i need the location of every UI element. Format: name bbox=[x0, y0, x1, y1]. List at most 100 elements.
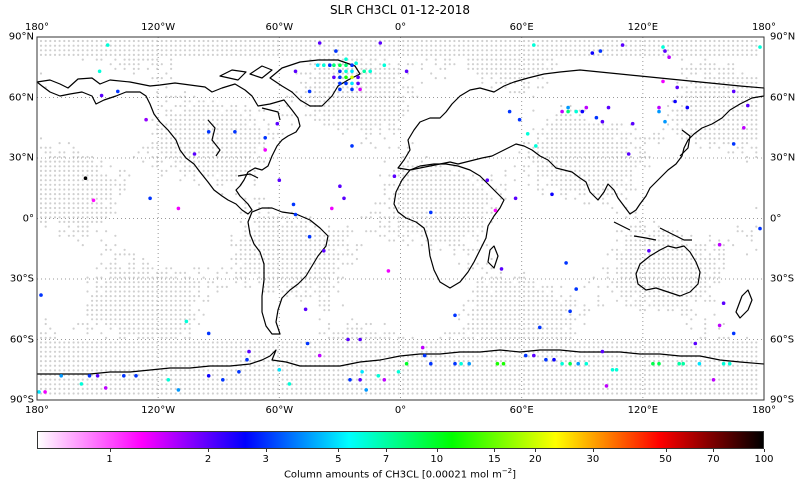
data-point bbox=[43, 390, 47, 394]
data-point bbox=[362, 69, 367, 74]
data-point bbox=[105, 43, 110, 47]
data-point bbox=[382, 63, 387, 67]
data-point bbox=[721, 361, 726, 366]
data-point bbox=[275, 121, 280, 126]
data-point bbox=[166, 378, 171, 382]
data-point bbox=[356, 81, 360, 86]
colorbar-tick-mark bbox=[265, 449, 267, 452]
data-point bbox=[99, 93, 104, 98]
data-point bbox=[396, 370, 401, 374]
data-point bbox=[663, 119, 667, 124]
data-point bbox=[574, 287, 578, 291]
colorbar-tick-mark bbox=[436, 449, 438, 452]
y-tick-label: 60°S bbox=[9, 334, 34, 345]
data-point bbox=[667, 55, 671, 59]
colorbar-tick-mark bbox=[764, 449, 765, 452]
data-point bbox=[350, 81, 354, 86]
data-point bbox=[176, 206, 181, 211]
data-point bbox=[305, 341, 310, 346]
data-point bbox=[525, 132, 530, 136]
data-point bbox=[604, 384, 609, 388]
data-point bbox=[507, 109, 512, 114]
colorbar-tick-mark bbox=[665, 449, 667, 452]
colorbar-tick-label: 50 bbox=[659, 454, 672, 465]
data-point bbox=[501, 361, 506, 366]
data-point bbox=[610, 368, 615, 372]
data-point bbox=[758, 45, 762, 49]
y-tick-label: 90°S bbox=[9, 394, 34, 406]
data-point bbox=[350, 69, 354, 74]
data-point bbox=[330, 206, 334, 211]
data-point bbox=[122, 374, 126, 378]
x-tick-label: 0° bbox=[394, 405, 407, 416]
colorbar-tick-label: 30 bbox=[586, 454, 600, 465]
data-point bbox=[59, 374, 63, 378]
data-point bbox=[568, 361, 572, 366]
x-tick-label: 60°E bbox=[509, 405, 534, 416]
data-point bbox=[233, 130, 237, 134]
data-point bbox=[693, 341, 698, 346]
data-point bbox=[277, 178, 282, 182]
data-point bbox=[344, 69, 348, 74]
colorbar-tick-mark bbox=[109, 449, 111, 452]
y-tick-label: 60°S bbox=[770, 334, 795, 345]
x-tick-label: 120°E bbox=[627, 22, 659, 33]
colorbar-tick-mark bbox=[338, 449, 340, 452]
data-point bbox=[307, 89, 312, 94]
data-point bbox=[344, 75, 348, 80]
data-point bbox=[348, 378, 352, 382]
data-point bbox=[134, 374, 138, 378]
data-point bbox=[206, 130, 211, 134]
data-point bbox=[584, 105, 589, 110]
data-point bbox=[307, 234, 312, 239]
data-point bbox=[717, 323, 722, 328]
data-point bbox=[429, 361, 433, 366]
data-point bbox=[350, 75, 354, 80]
data-point bbox=[346, 337, 350, 342]
y-tick-label: 90°N bbox=[8, 31, 34, 43]
y-tick-label: 90°S bbox=[770, 394, 795, 406]
data-point bbox=[544, 357, 548, 362]
colorbar-tick-mark bbox=[494, 449, 496, 452]
data-point bbox=[453, 313, 457, 318]
data-point bbox=[37, 390, 41, 394]
data-point bbox=[564, 261, 568, 265]
y-tick-label: 30°S bbox=[9, 273, 34, 285]
y-tick-label: 90°N bbox=[770, 31, 796, 43]
data-point bbox=[334, 49, 338, 53]
data-point bbox=[392, 174, 397, 178]
colorbar-tick-mark bbox=[208, 449, 210, 452]
data-point bbox=[420, 345, 425, 350]
data-point bbox=[459, 361, 463, 366]
data-point bbox=[675, 85, 679, 90]
data-point bbox=[566, 109, 570, 114]
data-point bbox=[206, 374, 211, 378]
colorbar-tick-mark bbox=[713, 449, 715, 452]
data-point bbox=[742, 126, 746, 130]
data-point bbox=[576, 361, 580, 366]
data-point bbox=[317, 41, 322, 45]
data-point bbox=[532, 353, 536, 358]
y-tick-label: 30°N bbox=[770, 152, 796, 164]
x-tick-label: 120°E bbox=[627, 405, 659, 416]
data-point bbox=[386, 269, 391, 273]
data-point bbox=[580, 109, 585, 114]
y-tick-label: 30°S bbox=[770, 273, 795, 285]
data-point bbox=[263, 136, 268, 140]
data-point bbox=[97, 69, 102, 74]
data-point bbox=[453, 361, 457, 366]
data-point bbox=[626, 152, 631, 156]
data-point bbox=[663, 49, 667, 53]
data-point bbox=[315, 63, 320, 67]
data-point bbox=[731, 89, 736, 94]
data-point bbox=[661, 79, 665, 84]
data-point bbox=[247, 349, 251, 354]
data-point bbox=[338, 69, 342, 74]
data-point bbox=[144, 117, 148, 122]
measurement-points bbox=[37, 41, 762, 394]
data-point bbox=[657, 105, 661, 110]
data-point bbox=[568, 309, 572, 314]
y-tick-label: 60°N bbox=[770, 92, 796, 103]
data-point bbox=[87, 374, 92, 378]
data-point bbox=[350, 144, 354, 148]
